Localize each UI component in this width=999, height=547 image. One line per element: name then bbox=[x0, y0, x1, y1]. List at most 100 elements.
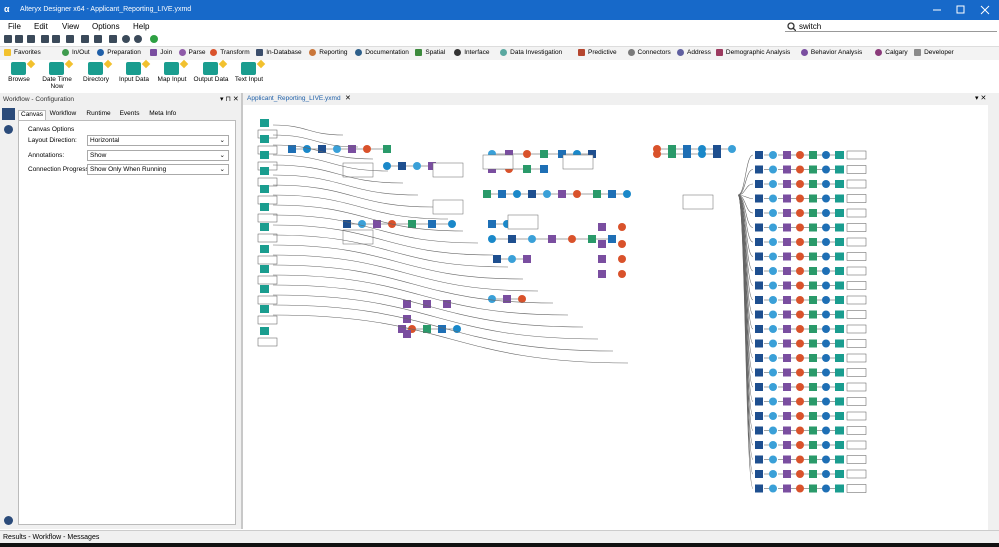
tool bbox=[528, 190, 536, 198]
category-tab[interactable]: Preparation bbox=[97, 49, 141, 59]
canvas-tab[interactable]: Applicant_Reporting_LIVE.yxmd bbox=[247, 95, 341, 102]
tool bbox=[809, 267, 817, 275]
menu-item[interactable]: Edit bbox=[34, 22, 48, 31]
input-tool bbox=[835, 209, 844, 217]
toolbar-button[interactable] bbox=[4, 35, 12, 43]
tab-body: Canvas Options Layout Direction: Horizont… bbox=[18, 120, 236, 525]
input-tool bbox=[835, 441, 844, 449]
tool-icon[interactable] bbox=[241, 62, 256, 75]
category-tab[interactable]: Calgary bbox=[875, 49, 908, 59]
dropdown[interactable]: Show ⌄ bbox=[87, 149, 229, 161]
tool-icon[interactable] bbox=[49, 62, 64, 75]
category-tab[interactable]: Documentation bbox=[355, 49, 409, 59]
toolbar-button[interactable] bbox=[66, 35, 74, 43]
tool bbox=[488, 235, 496, 243]
comment-box bbox=[846, 397, 867, 406]
menu-item[interactable]: Help bbox=[133, 22, 150, 31]
annotation bbox=[562, 154, 594, 170]
window-controls[interactable] bbox=[930, 4, 996, 16]
tool-icon[interactable] bbox=[88, 62, 103, 75]
category-tab[interactable]: Interface bbox=[454, 49, 489, 59]
category-tab[interactable]: Parse bbox=[178, 49, 205, 59]
category-tab[interactable]: Connectors bbox=[627, 49, 671, 59]
tool bbox=[403, 330, 411, 338]
tool-label: Output Data bbox=[193, 76, 229, 83]
toolbar-button[interactable] bbox=[109, 35, 117, 43]
category-label: In-Database bbox=[266, 49, 302, 57]
category-tab[interactable]: Predictive bbox=[578, 49, 617, 59]
category-tab[interactable]: In/Out bbox=[61, 49, 90, 59]
annotation bbox=[342, 162, 374, 178]
tool bbox=[809, 455, 817, 464]
config-tab[interactable]: Events bbox=[119, 110, 140, 117]
dropdown[interactable]: Show Only When Running ⌄ bbox=[87, 164, 229, 175]
category-label: Developer bbox=[924, 49, 954, 57]
tool bbox=[653, 145, 661, 153]
tool bbox=[822, 194, 830, 203]
category-icon bbox=[210, 49, 218, 56]
category-icon bbox=[4, 49, 11, 56]
category-tab[interactable]: Transform bbox=[210, 49, 250, 59]
category-tab[interactable]: Demographic Analysis bbox=[715, 49, 790, 59]
panel-controls[interactable]: ▾ ⊓ ✕ bbox=[220, 96, 239, 103]
tab-close[interactable]: ✕ bbox=[345, 95, 351, 102]
config-tab[interactable]: Workflow bbox=[49, 110, 77, 117]
config-tab[interactable]: Meta Info bbox=[149, 110, 177, 117]
tool bbox=[548, 235, 556, 243]
canvas-icon[interactable] bbox=[2, 108, 15, 120]
tool bbox=[713, 150, 721, 158]
tool bbox=[769, 267, 777, 275]
toolbar-button[interactable] bbox=[150, 35, 158, 43]
category-icon bbox=[97, 49, 105, 56]
menu-item[interactable]: View bbox=[62, 22, 80, 31]
tool-icon[interactable] bbox=[11, 62, 26, 75]
category-tab[interactable]: Behavior Analysis bbox=[800, 49, 862, 59]
toolbar-button[interactable] bbox=[134, 35, 142, 43]
tool bbox=[822, 252, 830, 261]
category-tab[interactable]: Data Investigation bbox=[500, 49, 562, 59]
tool-icon[interactable] bbox=[203, 62, 218, 75]
tool bbox=[796, 412, 804, 420]
tool bbox=[822, 354, 830, 362]
tool bbox=[413, 162, 421, 170]
config-tab[interactable]: Runtime bbox=[86, 110, 111, 117]
tool bbox=[343, 220, 351, 228]
tool bbox=[796, 484, 804, 493]
tool bbox=[783, 426, 791, 435]
toolbar-button[interactable] bbox=[122, 35, 130, 43]
tool bbox=[608, 190, 616, 198]
category-tab[interactable]: Address bbox=[677, 49, 711, 59]
menu-item[interactable]: Options bbox=[92, 22, 120, 31]
search-box[interactable]: switch bbox=[785, 21, 997, 32]
toolbar-button[interactable] bbox=[27, 35, 35, 43]
toolbar-button[interactable] bbox=[52, 35, 60, 43]
comment-box bbox=[846, 382, 867, 392]
tool-icon[interactable] bbox=[126, 62, 141, 75]
config-tab[interactable]: Canvas bbox=[18, 110, 47, 120]
toolbar-button[interactable] bbox=[81, 35, 89, 43]
category-tab[interactable]: Developer bbox=[914, 49, 954, 59]
category-tab[interactable]: Spatial bbox=[415, 49, 445, 59]
category-tab[interactable]: In-Database bbox=[256, 49, 302, 59]
field-label: Connection Progress: bbox=[28, 166, 91, 173]
category-tab[interactable]: Reporting bbox=[309, 49, 347, 59]
help-icon[interactable] bbox=[4, 125, 13, 134]
canvas-controls[interactable]: ▾ ✕ bbox=[975, 95, 987, 102]
dropdown[interactable]: Horizontal ⌄ bbox=[87, 135, 229, 146]
comment-box bbox=[846, 208, 867, 218]
tool-icon[interactable] bbox=[164, 62, 179, 75]
menu-item[interactable]: File bbox=[8, 22, 21, 31]
toolbar-button[interactable] bbox=[94, 35, 102, 43]
input-tool bbox=[835, 455, 844, 464]
tool bbox=[608, 235, 616, 243]
toolbar-button[interactable] bbox=[15, 35, 23, 43]
tool bbox=[796, 296, 804, 304]
category-icon bbox=[355, 49, 363, 56]
category-tab[interactable]: Join bbox=[150, 49, 172, 59]
tool bbox=[755, 368, 763, 377]
favorite-star bbox=[103, 59, 113, 69]
category-tab[interactable]: Favorites bbox=[4, 49, 41, 59]
tool bbox=[623, 190, 631, 198]
toolbar-button[interactable] bbox=[41, 35, 49, 43]
tool bbox=[783, 151, 791, 159]
